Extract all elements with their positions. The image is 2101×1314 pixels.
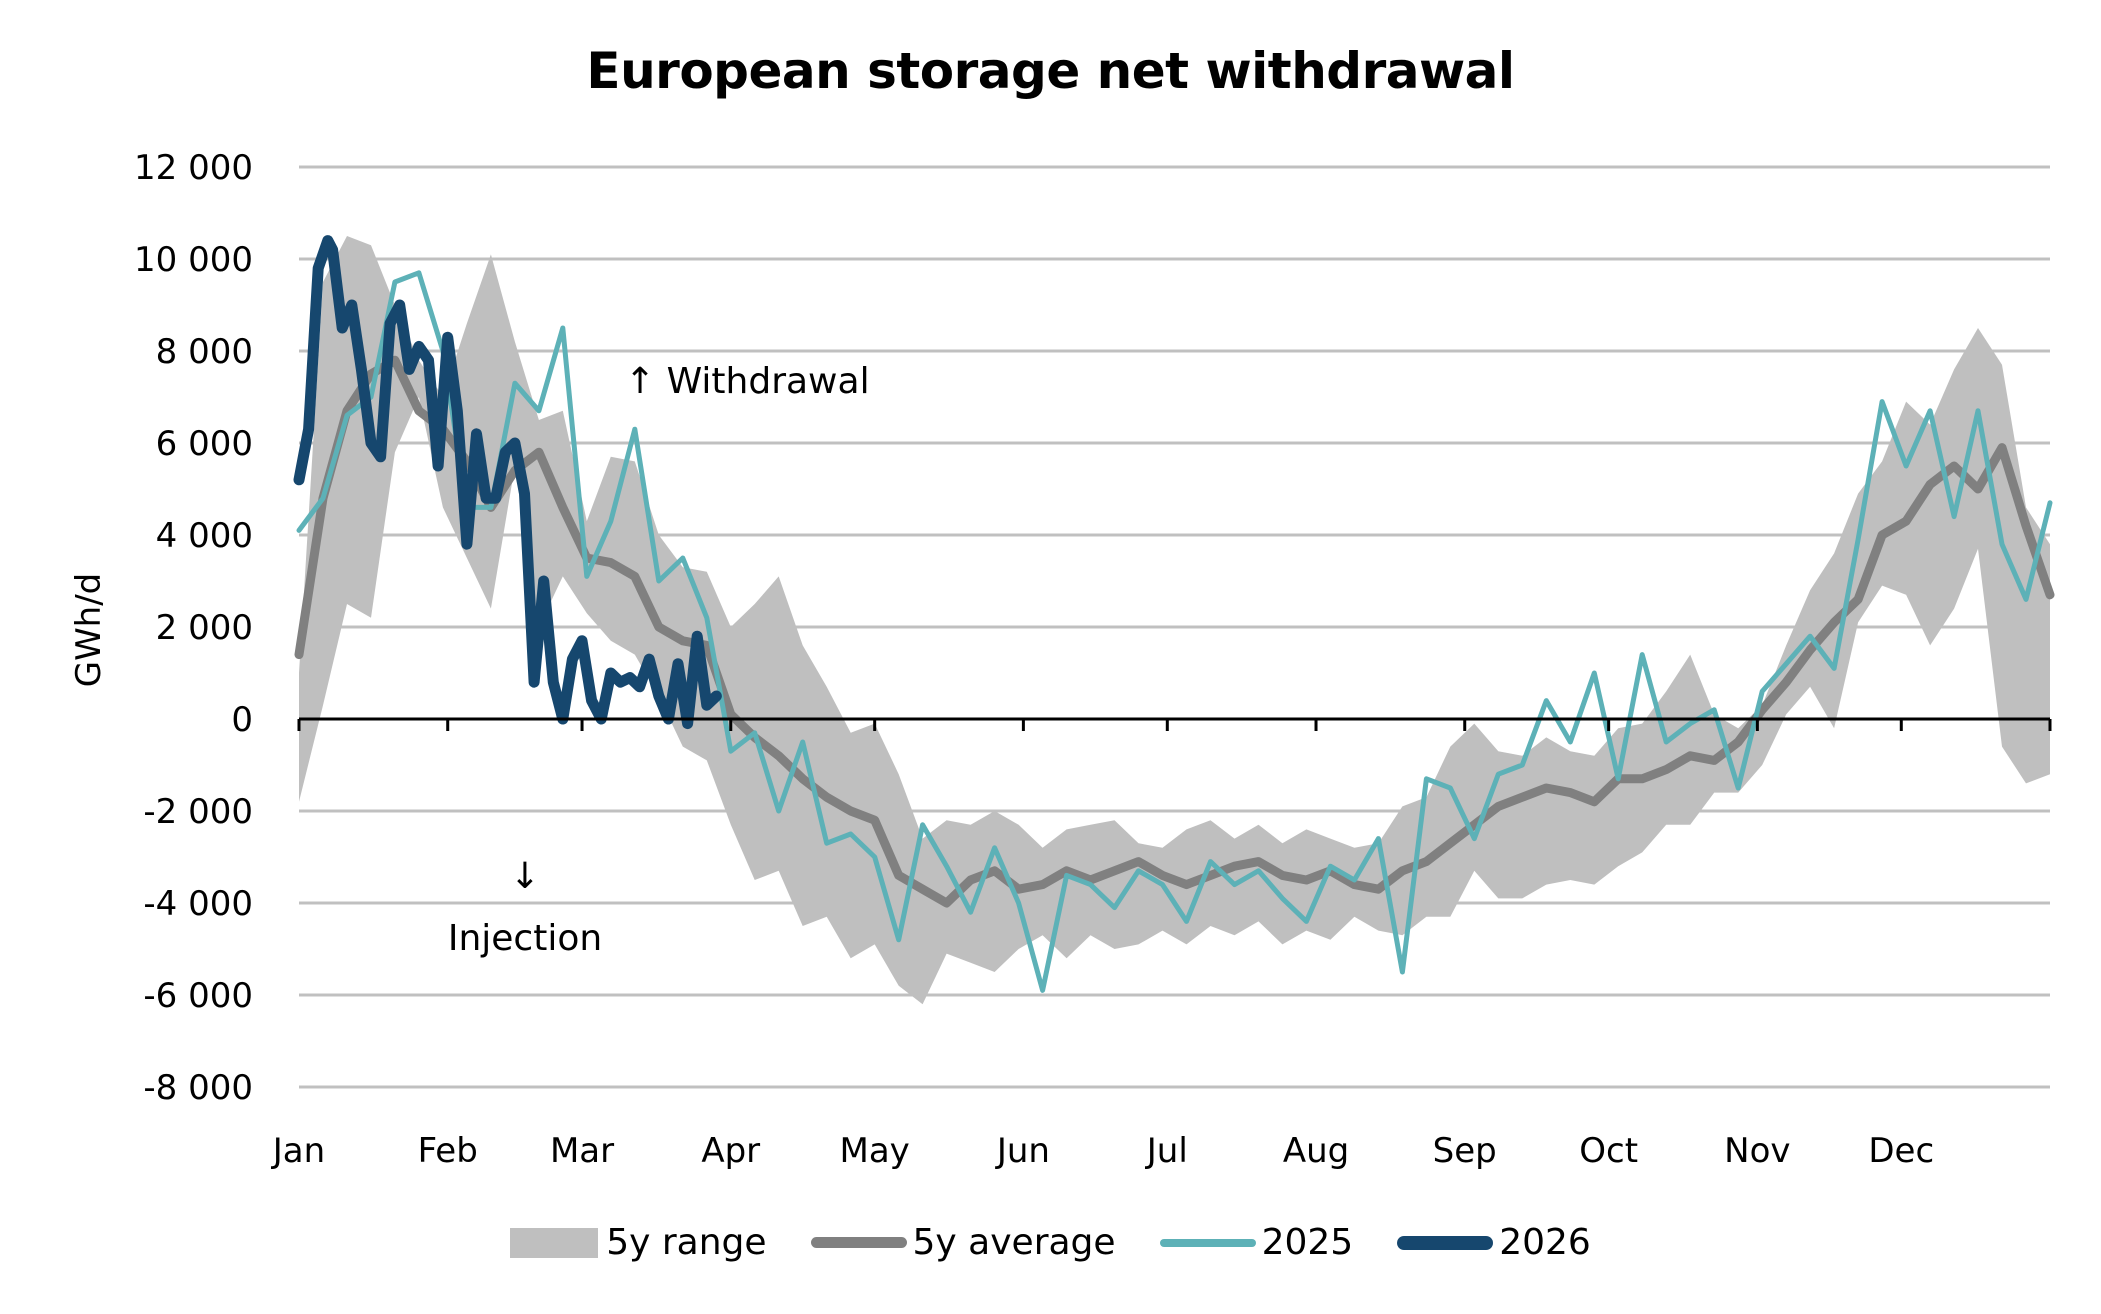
y-tick-label: 2 000 — [156, 608, 253, 648]
legend-swatch-2026 — [1397, 1235, 1494, 1250]
x-tick-label: Oct — [1579, 1131, 1638, 1171]
x-tick-label: Feb — [418, 1131, 478, 1171]
y-tick-label: -2 000 — [143, 792, 253, 832]
x-tick-label: May — [840, 1131, 910, 1171]
y-tick-label: 12 000 — [134, 148, 253, 188]
x-tick-label: Nov — [1724, 1131, 1790, 1171]
annotation-withdrawal: ↑ Withdrawal — [625, 361, 870, 402]
x-tick-label: Jan — [271, 1131, 325, 1171]
series-line-2025 — [296, 270, 2053, 993]
x-tick-label: Mar — [550, 1131, 614, 1171]
series-line-2026 — [293, 235, 722, 730]
legend-item-5y-average: 5y average — [810, 1222, 1116, 1263]
series-5y-range — [299, 236, 2050, 1005]
series-lines — [293, 235, 2055, 993]
gridlines — [299, 165, 2050, 1089]
legend-item-2025: 2025 — [1159, 1222, 1354, 1263]
legend-label-5y-average: 5y average — [912, 1222, 1116, 1263]
legend-swatch-5y-average — [810, 1237, 907, 1248]
legend-item-2026: 2026 — [1397, 1222, 1591, 1263]
legend-label-2026: 2026 — [1499, 1222, 1591, 1263]
x-tick-label: Jul — [1145, 1131, 1188, 1171]
y-tick-label: 4 000 — [156, 516, 253, 556]
x-tick-label: Jun — [995, 1131, 1050, 1171]
legend-label-2025: 2025 — [1261, 1222, 1354, 1263]
x-axis-ticks: Jan Feb Mar Apr May Jun Jul Aug Sep Oct Nov Dec — [271, 1131, 1934, 1171]
y-tick-label: -4 000 — [143, 884, 253, 924]
legend: 5y range 5y average 2025 2026 — [0, 1222, 2101, 1263]
x-tick-label: Aug — [1283, 1131, 1349, 1171]
annotation-injection: Injection — [448, 918, 602, 959]
legend-item-5y-range: 5y range — [510, 1222, 767, 1263]
y-axis-ticks: 12 000 10 000 8 000 6 000 4 000 2 000 0 -2 000 -… — [134, 148, 253, 1108]
y-tick-label: 8 000 — [156, 332, 253, 372]
range-band — [299, 236, 2050, 1005]
x-tick-label: Apr — [701, 1131, 760, 1171]
y-tick-label: 10 000 — [134, 240, 253, 280]
y-tick-label: 0 — [231, 700, 253, 740]
x-tick-label: Sep — [1433, 1131, 1497, 1171]
y-tick-label: -8 000 — [143, 1068, 253, 1108]
y-axis-label: GWh/d — [69, 573, 109, 688]
annotation-injection-arrow: ↓ — [510, 856, 540, 897]
legend-label-5y-range: 5y range — [606, 1222, 767, 1263]
y-tick-label: -6 000 — [143, 976, 253, 1016]
legend-swatch-5y-range — [510, 1227, 599, 1258]
chart-title: European storage net withdrawal — [586, 42, 1515, 100]
x-axis — [297, 717, 2052, 731]
legend-swatch-2025 — [1159, 1238, 1256, 1247]
y-tick-label: 6 000 — [156, 424, 253, 464]
x-tick-label: Dec — [1868, 1131, 1934, 1171]
annotations: ↑ Withdrawal ↓ Injection — [448, 361, 870, 959]
